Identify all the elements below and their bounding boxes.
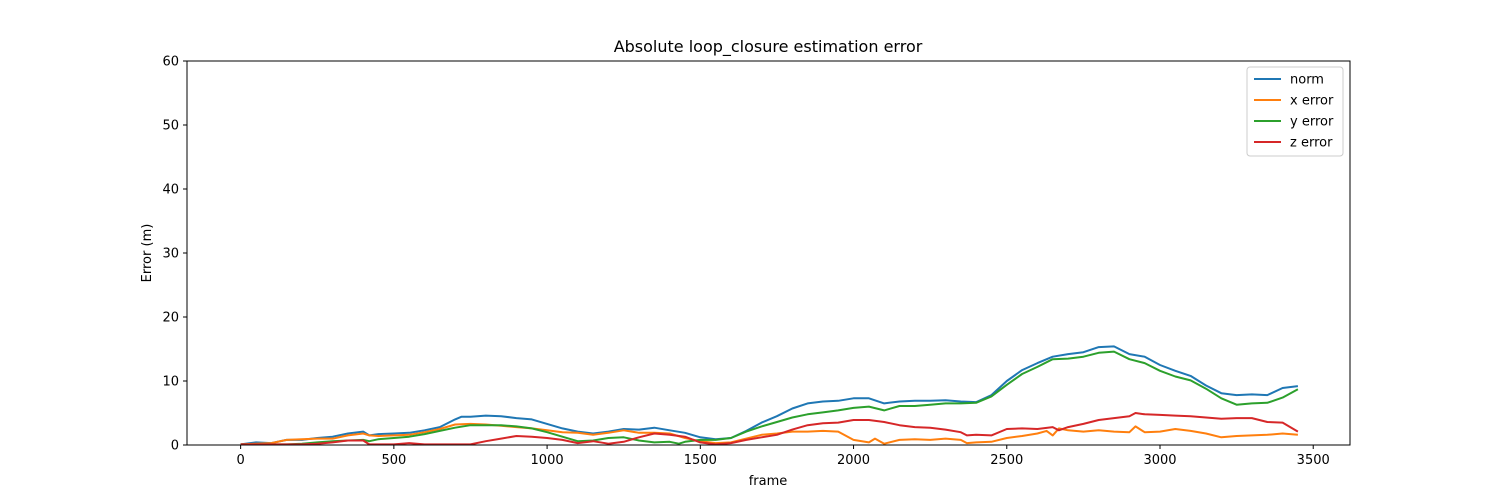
chart-title: Absolute loop_closure estimation error: [614, 37, 923, 57]
x-tick-label: 1500: [684, 453, 717, 468]
plot-frame: [186, 60, 1351, 446]
series-line-y-error: [240, 350, 1299, 446]
series-line-norm: [240, 345, 1299, 446]
legend-label-x-error: x error: [1290, 94, 1334, 109]
y-tick-label: 50: [162, 119, 179, 134]
x-tick-label: 500: [381, 453, 406, 468]
y-tick-label: 0: [171, 439, 179, 454]
series-line-z-error: [240, 412, 1299, 446]
y-tick-label: 20: [162, 311, 179, 326]
legend: norm x error y error z error: [1246, 66, 1344, 157]
x-tick-label: 0: [236, 453, 244, 468]
x-tick-label: 2500: [990, 453, 1023, 468]
legend-label-norm: norm: [1290, 73, 1324, 88]
y-axis-label: Error (m): [140, 224, 155, 283]
x-tick-label: 3000: [1143, 453, 1176, 468]
legend-label-z-error: z error: [1290, 136, 1333, 151]
legend-label-y-error: y error: [1290, 115, 1334, 130]
plot-area: 0 500 1000 1500 2000 2500 3000 3500 0 10 20 30 40 50 6…: [162, 55, 1351, 468]
x-tick-label: 2000: [837, 453, 870, 468]
y-tick-label: 60: [162, 55, 179, 70]
x-tick-label: 1000: [531, 453, 564, 468]
series-line-x-error: [240, 422, 1298, 446]
y-tick-label: 10: [162, 375, 179, 390]
x-tick-label: 3500: [1297, 453, 1330, 468]
x-axis-label: frame: [749, 474, 788, 489]
legend-box: [1246, 66, 1344, 157]
y-tick-label: 40: [162, 183, 179, 198]
y-tick-label: 30: [162, 247, 179, 262]
